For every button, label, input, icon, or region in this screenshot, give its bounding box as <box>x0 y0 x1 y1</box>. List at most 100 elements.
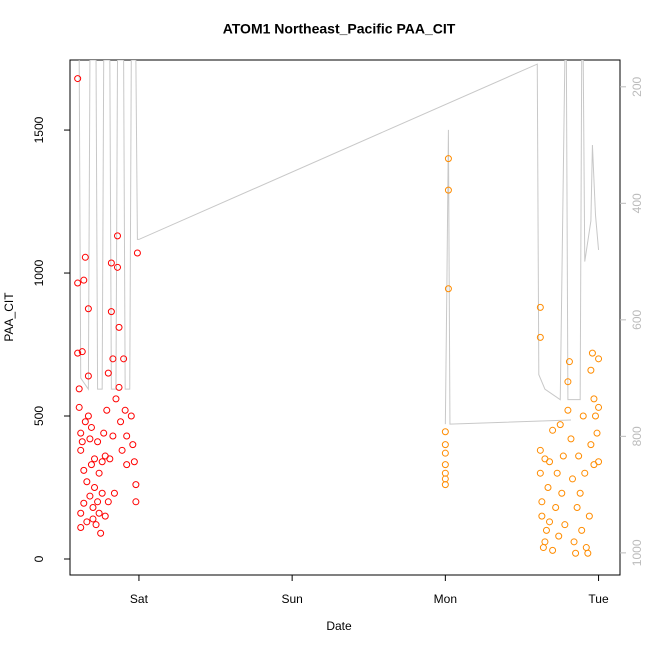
x-tick-label: Tue <box>588 592 609 606</box>
point <box>121 406 129 414</box>
y-axis-label: PAA_CIT <box>2 292 16 342</box>
point <box>538 498 546 506</box>
point <box>86 435 94 443</box>
point <box>549 426 557 434</box>
point <box>441 475 449 483</box>
point <box>441 461 449 469</box>
point <box>573 504 581 512</box>
point <box>84 412 92 420</box>
point <box>83 478 91 486</box>
point <box>89 504 97 512</box>
point <box>561 521 569 529</box>
point <box>587 441 595 449</box>
x-axis-label: Date <box>326 619 352 633</box>
point <box>575 452 583 460</box>
point <box>86 492 94 500</box>
point <box>129 441 137 449</box>
point <box>91 455 99 463</box>
point <box>74 75 82 83</box>
point <box>536 333 544 341</box>
point <box>75 385 83 393</box>
point <box>101 512 109 520</box>
point <box>77 524 85 532</box>
point <box>536 469 544 477</box>
point <box>77 446 85 454</box>
point <box>106 455 114 463</box>
point <box>113 232 121 240</box>
y2-tick-label: 1000 <box>630 539 644 566</box>
x-tick-label: Sun <box>281 592 302 606</box>
point <box>104 369 112 377</box>
point <box>441 469 449 477</box>
point <box>94 438 102 446</box>
y-tick-label: 1000 <box>32 259 46 286</box>
point <box>567 435 575 443</box>
point <box>91 483 99 491</box>
point <box>78 438 86 446</box>
point <box>84 372 92 380</box>
point <box>595 458 603 466</box>
point <box>444 285 452 293</box>
point <box>120 355 128 363</box>
point <box>590 395 598 403</box>
point <box>133 249 141 257</box>
point <box>127 412 135 420</box>
point <box>132 481 140 489</box>
point <box>80 276 88 284</box>
point <box>77 429 85 437</box>
point <box>115 383 123 391</box>
point <box>112 395 120 403</box>
point <box>87 461 95 469</box>
point <box>553 469 561 477</box>
point <box>103 406 111 414</box>
point <box>123 461 131 469</box>
y-tick-label: 500 <box>32 406 46 426</box>
point <box>578 526 586 534</box>
point <box>441 441 449 449</box>
point <box>581 469 589 477</box>
point <box>107 308 115 316</box>
point <box>97 529 105 537</box>
point <box>546 518 554 526</box>
point <box>130 458 138 466</box>
point <box>572 549 580 557</box>
point <box>117 418 125 426</box>
point <box>538 512 546 520</box>
point <box>441 428 449 436</box>
point <box>441 481 449 489</box>
point <box>549 546 557 554</box>
point <box>107 259 115 267</box>
point <box>585 512 593 520</box>
point <box>595 355 603 363</box>
point <box>584 549 592 557</box>
point <box>132 498 140 506</box>
point <box>78 348 86 356</box>
point <box>564 406 572 414</box>
point <box>587 366 595 374</box>
point <box>80 499 88 507</box>
point <box>98 489 106 497</box>
point <box>576 489 584 497</box>
point <box>591 412 599 420</box>
point <box>80 466 88 474</box>
x-tick-label: Sat <box>130 592 149 606</box>
point <box>441 449 449 457</box>
point <box>536 446 544 454</box>
y2-tick-label: 200 <box>630 76 644 96</box>
point <box>83 518 91 526</box>
point <box>87 423 95 431</box>
point <box>444 186 452 194</box>
point <box>95 509 103 517</box>
point <box>75 403 83 411</box>
point <box>94 498 102 506</box>
y-tick-label: 0 <box>32 555 46 562</box>
point <box>98 458 106 466</box>
point <box>559 452 567 460</box>
x-tick-label: Mon <box>434 592 457 606</box>
point <box>95 469 103 477</box>
point <box>588 349 596 357</box>
chart-title: ATOM1 Northeast_Pacific PAA_CIT <box>223 21 456 37</box>
point <box>536 303 544 311</box>
point <box>77 509 85 517</box>
point <box>555 532 563 540</box>
